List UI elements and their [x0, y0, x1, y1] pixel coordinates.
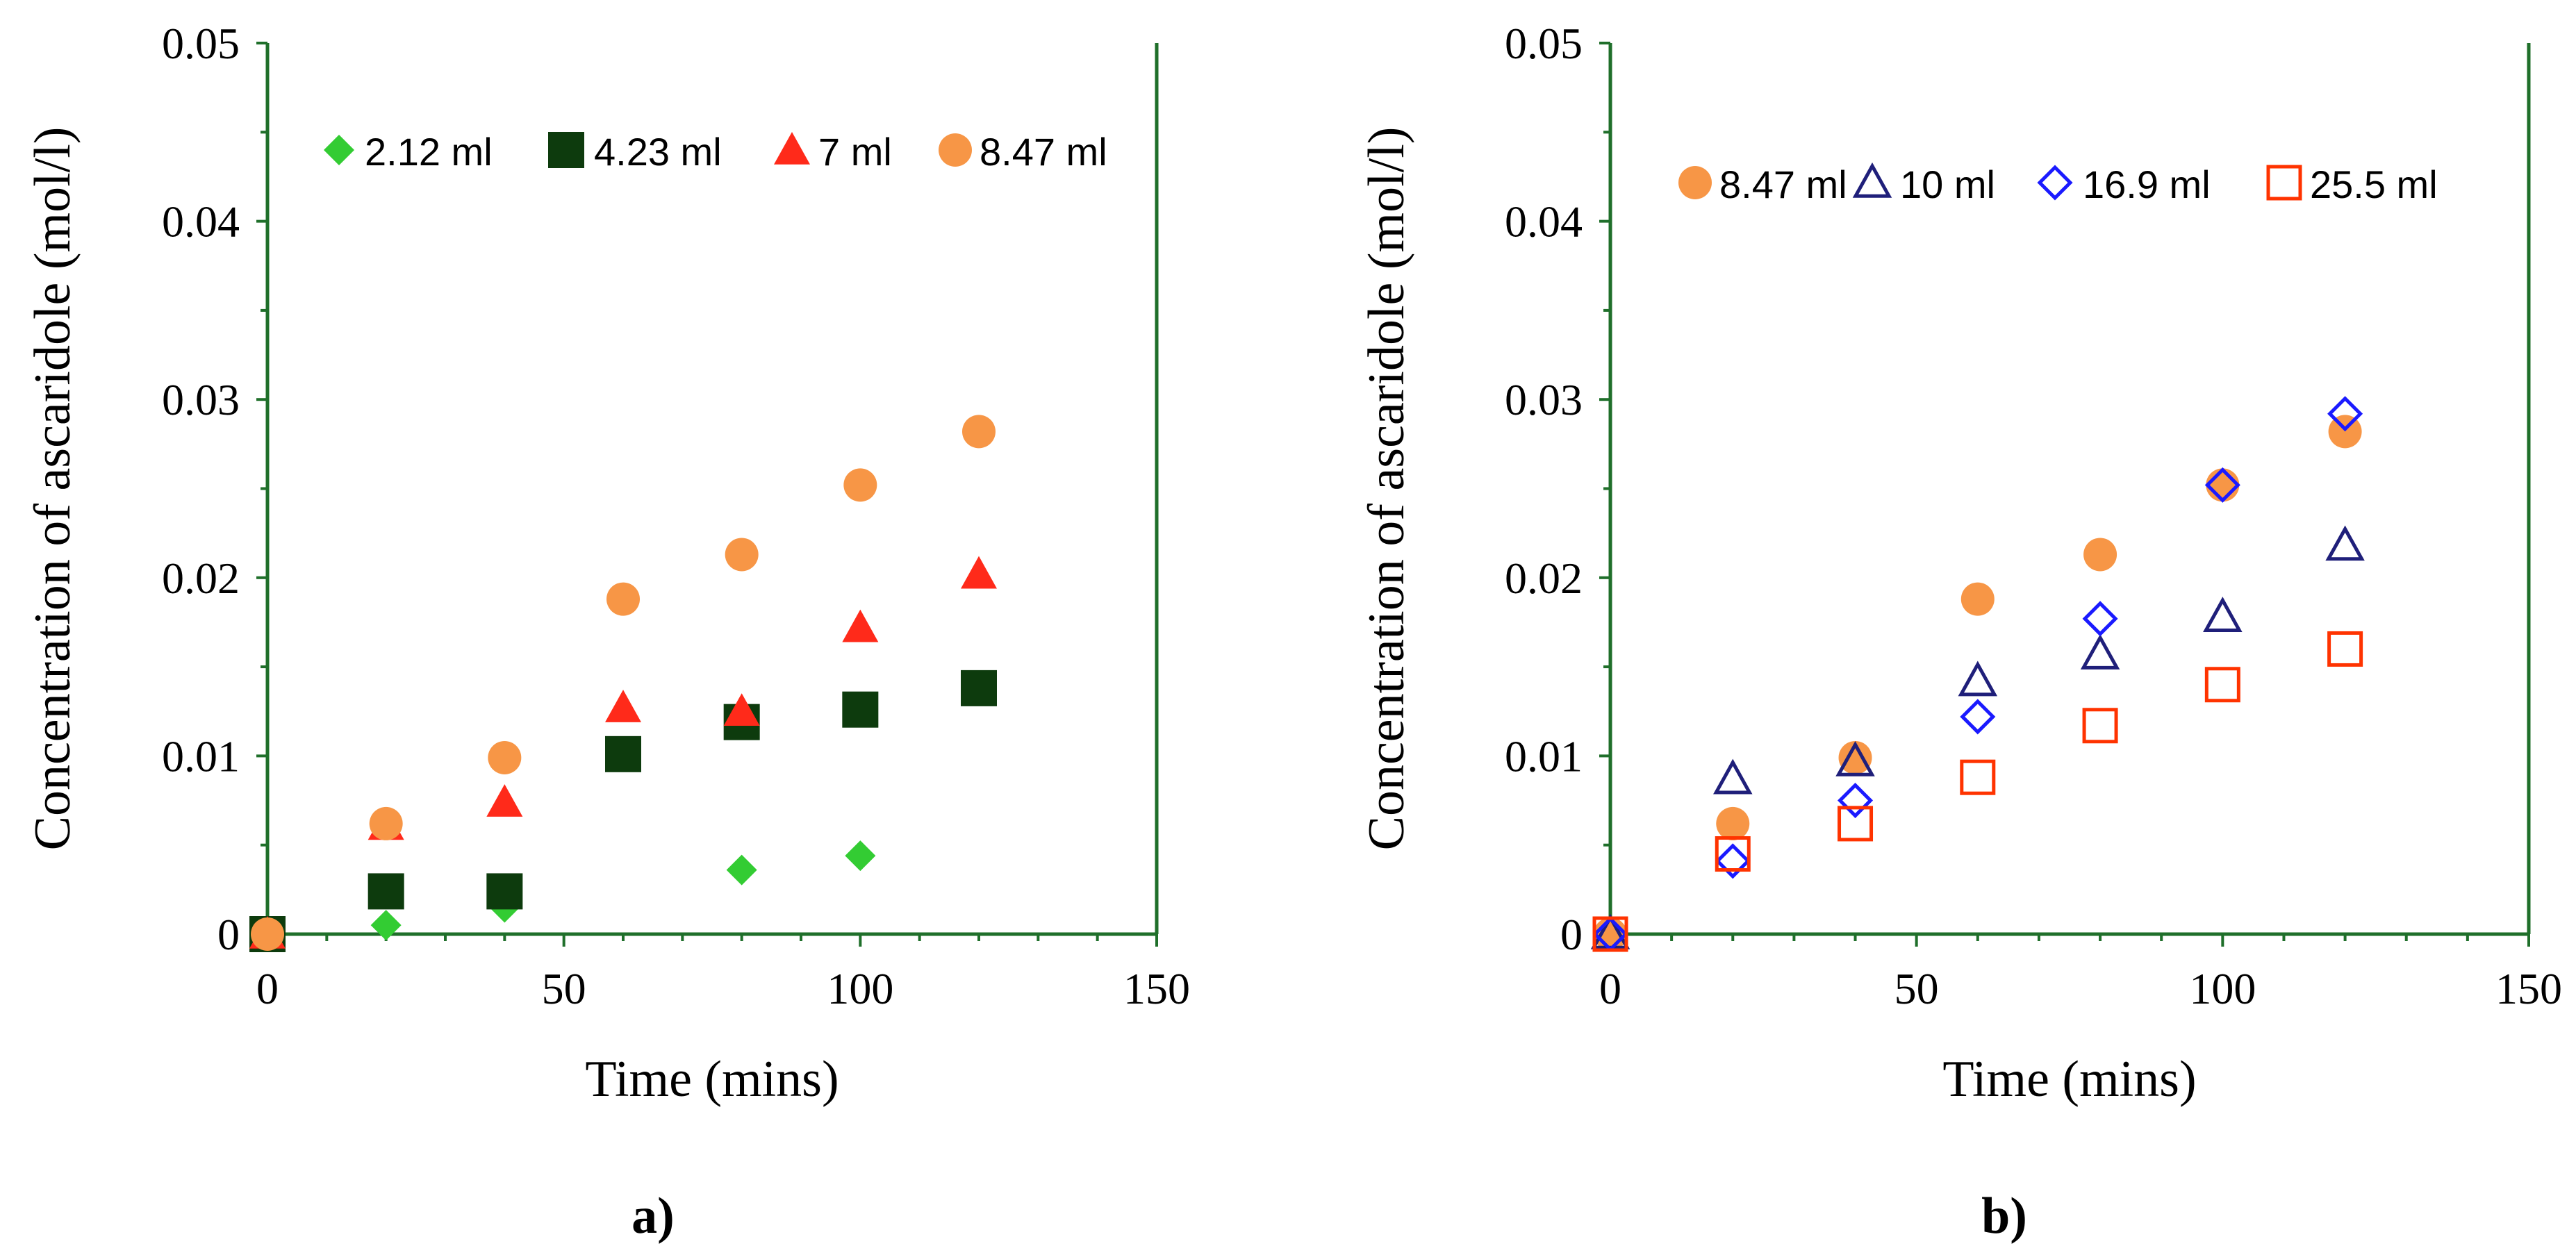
data-point [843, 468, 877, 502]
data-point [1835, 740, 1875, 776]
legend-label: 7 ml [818, 130, 892, 174]
data-point [961, 556, 997, 589]
y-tick-label: 0 [1560, 910, 1583, 959]
data-point [842, 609, 879, 642]
data-point [962, 415, 996, 449]
data-point [606, 582, 640, 616]
data-point [1715, 843, 1751, 879]
data-point [2204, 667, 2240, 703]
data-point [1960, 699, 1996, 735]
data-point [2327, 631, 2363, 667]
data-point [1838, 740, 1872, 774]
x-tick-label: 150 [1123, 964, 1190, 1013]
data-point [1713, 758, 1753, 795]
data-point [605, 690, 641, 722]
data-point [488, 740, 522, 774]
data-point [486, 873, 523, 910]
legend-marker [1852, 162, 1892, 198]
data-point [723, 693, 760, 726]
legend-label: 16.9 ml [2083, 163, 2211, 206]
series-8-47-ml [251, 415, 996, 951]
x-axis-title: Time (mins) [585, 1051, 839, 1108]
y-tick-label: 0.05 [1505, 19, 1583, 68]
legend-label: 2.12 ml [365, 130, 493, 174]
y-tick-label: 0.03 [162, 375, 240, 424]
legend-label: 8.47 ml [980, 130, 1107, 174]
legend-label: 10 ml [1900, 163, 1995, 206]
data-point [845, 840, 876, 872]
y-axis-title: Concentration of ascaridole (mol/l) [1358, 127, 1415, 851]
data-point [1960, 759, 1996, 795]
series-25-5-ml [1592, 631, 2363, 952]
data-point [2328, 415, 2362, 449]
x-axis-title: Time (mins) [1942, 1051, 2196, 1108]
y-tick-label: 0.01 [1505, 731, 1583, 781]
data-point [251, 917, 284, 951]
data-point [1716, 806, 1750, 840]
legend-marker [2037, 165, 2073, 201]
data-point [726, 854, 757, 886]
legend-marker [548, 132, 584, 168]
chart-panel-a: 0 0.01 0.02 0.03 0.04 0.05 0 50 100 150 Time (mins… [24, 19, 1190, 1245]
legend-marker [324, 135, 354, 165]
data-point [2206, 468, 2240, 502]
x-tick-label: 0 [1599, 964, 1621, 1013]
data-point [486, 784, 523, 817]
legend: 2.12 ml 4.23 ml 7 ml 8.47 ml [324, 130, 1107, 174]
data-point [2082, 708, 2118, 744]
panel-label: b) [1981, 1188, 2027, 1245]
legend-label: 8.47 ml [1719, 163, 1847, 206]
x-tick-label: 50 [1894, 964, 1939, 1013]
data-point [1837, 783, 1874, 819]
y-tick-label: 0.02 [162, 554, 240, 603]
legend-label: 4.23 ml [594, 130, 722, 174]
legend-marker [1678, 166, 1712, 199]
data-point [2083, 538, 2117, 572]
chart-panel-b: 0 0.01 0.02 0.03 0.04 0.05 0 50 100 150 Time (mins… [1358, 19, 2562, 1245]
x-tick-label: 100 [2189, 964, 2256, 1013]
x-tick-label: 100 [827, 964, 893, 1013]
x-tick-label: 0 [256, 964, 279, 1013]
series-8-47-ml [1594, 415, 2362, 951]
data-point [1715, 836, 1751, 872]
y-tick-label: 0 [217, 910, 240, 959]
data-point [725, 538, 759, 572]
y-tick-label: 0.04 [1505, 197, 1583, 247]
data-point [370, 910, 402, 941]
data-point [369, 806, 403, 840]
y-tick-label: 0.04 [162, 197, 240, 247]
legend-label: 25.5 ml [2310, 163, 2438, 206]
legend-marker [774, 132, 810, 165]
y-tick-label: 0.05 [162, 19, 240, 68]
x-tick-label: 150 [2495, 964, 2562, 1013]
legend-marker [2266, 165, 2302, 201]
y-axis-title: Concentration of ascaridole (mol/l) [24, 127, 81, 851]
legend: 8.47 ml 10 ml 16.9 ml 25.5 ml [1678, 162, 2438, 206]
data-point [961, 670, 997, 706]
panel-label: a) [631, 1188, 675, 1245]
y-tick-label: 0.02 [1505, 554, 1583, 603]
data-point [2203, 597, 2243, 632]
data-point [2082, 601, 2118, 637]
data-point [605, 735, 641, 772]
data-point [2327, 396, 2363, 432]
data-point [1838, 806, 1874, 842]
data-point [842, 691, 879, 728]
data-point [368, 873, 404, 910]
series-16-9-ml [1592, 396, 2363, 952]
data-point [2325, 525, 2365, 561]
data-point [1960, 582, 1995, 616]
x-tick-label: 50 [542, 964, 586, 1013]
y-tick-label: 0.01 [162, 731, 240, 781]
data-point [2204, 467, 2240, 503]
data-point [1592, 916, 1628, 952]
data-point [1958, 660, 1998, 697]
legend-marker [939, 133, 972, 167]
data-point [2080, 633, 2120, 670]
y-tick-label: 0.03 [1505, 375, 1583, 424]
